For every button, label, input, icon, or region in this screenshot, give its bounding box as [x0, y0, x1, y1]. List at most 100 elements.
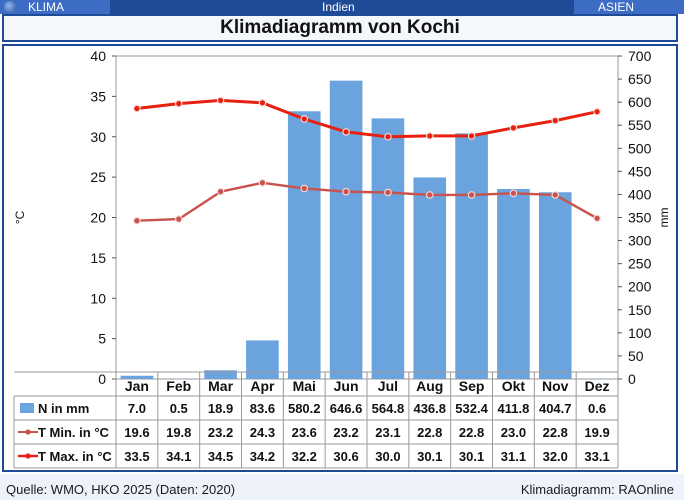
table-cell: 646.6 [330, 401, 363, 416]
legend-tmax-marker [25, 453, 31, 459]
month-label-Mai: Mai [293, 378, 316, 394]
tmin-point-Jan [133, 216, 141, 225]
region-tab-right[interactable] [574, 0, 684, 14]
region-tab-left[interactable] [0, 0, 110, 14]
month-label-Jul: Jul [378, 378, 398, 394]
table-cell: 83.6 [250, 401, 275, 416]
left-tick-label: 30 [90, 129, 106, 145]
data-table: Jan Feb Mar Apr Mai Jun Jul Aug Sep Okt Nov Dez N in… [13, 371, 619, 469]
tmax-point-Mai [300, 115, 309, 123]
tmax-point-Jul [384, 132, 392, 141]
left-tick-label: 35 [90, 88, 106, 104]
tmin-point-Apr [258, 178, 267, 187]
table-cell: 23.2 [208, 425, 233, 440]
table-cell: 33.5 [124, 449, 149, 464]
precip-bar-Sep [455, 133, 488, 379]
tmax-point-Mar [216, 96, 225, 105]
right-tick-label: 100 [628, 325, 652, 341]
table-cell: 32.0 [543, 449, 568, 464]
precipitation-bars [120, 80, 614, 380]
table-cell: 404.7 [539, 401, 572, 416]
left-tick-label: 0 [98, 371, 106, 387]
globe-icon [4, 1, 16, 13]
continent-label[interactable]: ASIEN [598, 0, 635, 14]
precip-bar-Jun [329, 80, 363, 379]
precip-bar-Aug [413, 177, 447, 379]
table-cell: 31.1 [501, 449, 526, 464]
table-cell: 23.0 [501, 425, 526, 440]
tmax-point-Dez [593, 107, 601, 116]
tmin-point-Mar [216, 187, 225, 196]
tmin-point-Feb [174, 215, 183, 223]
left-axis-label: °C [13, 210, 27, 224]
table-cell: 23.6 [292, 425, 317, 440]
tmax-point-Jan [133, 104, 141, 113]
tmax-line [136, 98, 598, 139]
tmin-point-Nov [551, 191, 560, 199]
tmax-point-Nov [551, 116, 560, 125]
table-cell: 22.8 [459, 425, 484, 440]
right-tick-label: 700 [628, 48, 652, 64]
table-cell: 19.8 [166, 425, 191, 440]
right-tick-label: 450 [628, 163, 652, 179]
table-cell: 30.0 [375, 449, 400, 464]
left-tick-label: 20 [90, 210, 106, 226]
table-cell: 23.2 [333, 425, 358, 440]
right-tick-label: 300 [628, 233, 652, 249]
credit-text[interactable]: Klimadiagramm: RAOnline [520, 482, 674, 497]
precip-bar-Jul [371, 118, 405, 380]
axes: 0510152025303540050100150200250300350400… [13, 48, 671, 387]
right-tick-label: 0 [628, 371, 636, 387]
month-label-Jun: Jun [334, 378, 359, 394]
plot-area [115, 55, 619, 380]
table-cell: 34.5 [208, 449, 233, 464]
chart-frame: 0 5 10 15 20 25 30 35 40 0 50 100 150 200 250 300 350 400… [2, 44, 678, 472]
right-tick-label: 250 [628, 256, 652, 272]
temperature-lines [133, 96, 601, 225]
table-cell: 23.1 [375, 425, 400, 440]
tmin-point-Dez [593, 214, 601, 223]
table-cell: 0.6 [588, 401, 606, 416]
klima-label[interactable]: KLIMA [28, 0, 65, 14]
left-tick-label: 25 [90, 169, 106, 185]
source-text: Quelle: WMO, HKO 2025 (Daten: 2020) [6, 482, 236, 497]
left-tick-label: 5 [98, 331, 106, 347]
precip-bar-Jan [120, 375, 154, 379]
tmax-point-Apr [258, 99, 267, 107]
month-label-Aug: Aug [416, 378, 443, 394]
tmin-line [136, 181, 598, 222]
right-tick-label: 200 [628, 279, 652, 295]
title-box: Klimadiagramm von Kochi [2, 14, 678, 42]
table-cell: 30.1 [459, 449, 484, 464]
table-cell: 18.9 [208, 401, 233, 416]
tmax-point-Sep [467, 132, 476, 140]
month-label-Mar: Mar [208, 378, 233, 394]
tmin-point-Okt [509, 189, 518, 198]
table-cell: 34.1 [166, 449, 191, 464]
precip-bar-Mai [287, 111, 321, 379]
table-cell: 24.3 [250, 425, 275, 440]
table-cell: 436.8 [413, 401, 446, 416]
tmax-point-Okt [509, 124, 518, 132]
top-bar: KLIMA Indien ASIEN [0, 0, 684, 14]
table-cell: 32.2 [292, 449, 317, 464]
country-label: Indien [322, 0, 355, 14]
tmax-point-Aug [425, 132, 434, 140]
precip-bar-Mar [204, 370, 237, 379]
plot-border [115, 55, 619, 380]
table-cell: 34.2 [250, 449, 275, 464]
chart-title: Klimadiagramm von Kochi [220, 17, 460, 38]
precip-bar-Okt [497, 188, 530, 379]
month-label-Okt: Okt [502, 378, 526, 394]
table-cell: 411.8 [498, 401, 530, 416]
right-tick-label: 50 [628, 348, 644, 364]
legend-bar-icon [20, 403, 34, 413]
tmin-point-Jun [342, 187, 350, 196]
tmin-point-Sep [467, 191, 476, 199]
table-cell: 30.6 [333, 449, 358, 464]
tmin-point-Mai [300, 184, 309, 193]
legend-label: T Max. in °C [38, 449, 112, 464]
footer: Quelle: WMO, HKO 2025 (Daten: 2020) Klim… [0, 474, 684, 500]
tmax-point-Feb [174, 99, 183, 108]
left-tick-label: 40 [90, 48, 106, 64]
